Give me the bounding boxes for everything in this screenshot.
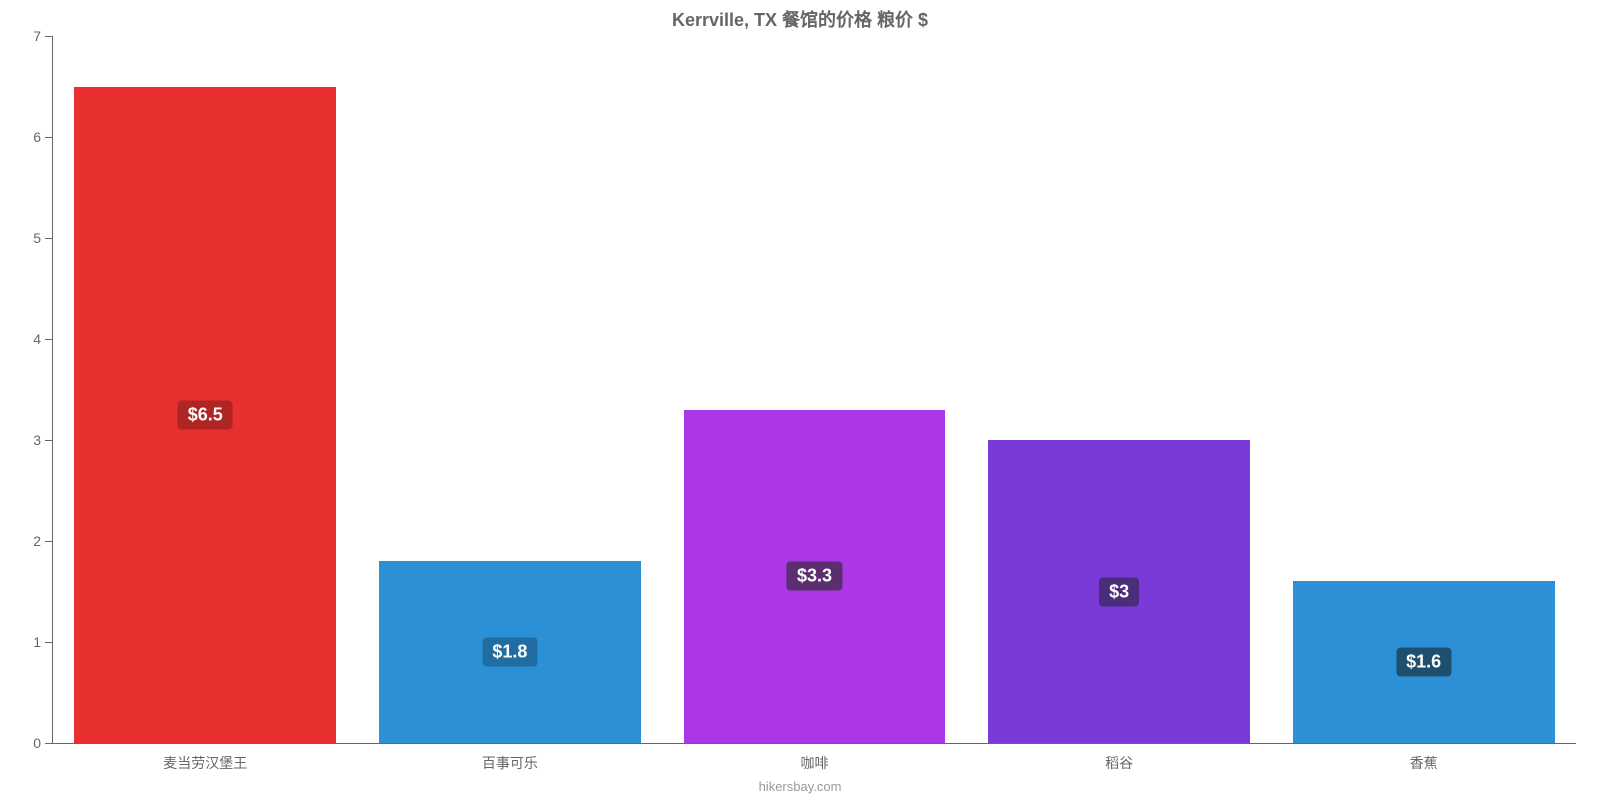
x-axis-label: 麦当劳汉堡王	[163, 753, 247, 773]
y-axis-label: 2	[33, 533, 41, 549]
y-axis-label: 4	[33, 331, 41, 347]
bars-row: $6.5麦当劳汉堡王$1.8百事可乐$3.3咖啡$3稻谷$1.6香蕉	[53, 36, 1576, 743]
bar-slot: $6.5麦当劳汉堡王	[53, 36, 358, 743]
chart-title: Kerrville, TX 餐馆的价格 粮价 $	[0, 6, 1600, 32]
value-badge: $1.8	[482, 638, 537, 667]
value-badge: $3.3	[787, 562, 842, 591]
y-tick	[45, 36, 53, 37]
y-axis-label: 3	[33, 432, 41, 448]
plot-area: $6.5麦当劳汉堡王$1.8百事可乐$3.3咖啡$3稻谷$1.6香蕉 01234…	[52, 36, 1576, 744]
y-axis-label: 6	[33, 129, 41, 145]
chart-footer: hikersbay.com	[0, 779, 1600, 794]
bar: $3	[988, 440, 1250, 743]
x-axis-label: 稻谷	[1105, 753, 1133, 773]
value-badge: $3	[1099, 577, 1139, 606]
y-axis-label: 0	[33, 735, 41, 751]
value-badge: $1.6	[1396, 648, 1451, 677]
y-axis-label: 7	[33, 28, 41, 44]
bar: $1.8	[379, 561, 641, 743]
y-tick	[45, 137, 53, 138]
y-tick	[45, 339, 53, 340]
bar-slot: $3.3咖啡	[662, 36, 967, 743]
bar: $1.6	[1293, 581, 1555, 743]
y-tick	[45, 743, 53, 744]
bar: $6.5	[74, 87, 336, 744]
bar-slot: $3稻谷	[967, 36, 1272, 743]
value-badge: $6.5	[178, 400, 233, 429]
chart-container: Kerrville, TX 餐馆的价格 粮价 $ $6.5麦当劳汉堡王$1.8百…	[0, 0, 1600, 800]
bar-slot: $1.6香蕉	[1271, 36, 1576, 743]
x-axis-label: 百事可乐	[482, 753, 538, 773]
x-axis-label: 香蕉	[1410, 753, 1438, 773]
bar-slot: $1.8百事可乐	[358, 36, 663, 743]
x-axis-label: 咖啡	[800, 753, 828, 773]
y-axis-label: 1	[33, 634, 41, 650]
y-tick	[45, 238, 53, 239]
y-tick	[45, 541, 53, 542]
y-tick	[45, 642, 53, 643]
y-tick	[45, 440, 53, 441]
y-axis-label: 5	[33, 230, 41, 246]
bar: $3.3	[684, 410, 946, 743]
